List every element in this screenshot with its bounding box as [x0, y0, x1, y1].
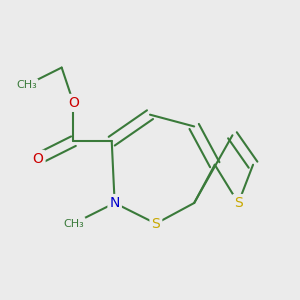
Text: CH₃: CH₃: [63, 219, 84, 229]
Text: CH₃: CH₃: [16, 80, 37, 90]
Text: S: S: [152, 217, 160, 231]
Text: O: O: [33, 152, 44, 166]
Text: O: O: [68, 96, 79, 110]
Text: N: N: [110, 196, 120, 210]
Text: S: S: [234, 196, 243, 210]
